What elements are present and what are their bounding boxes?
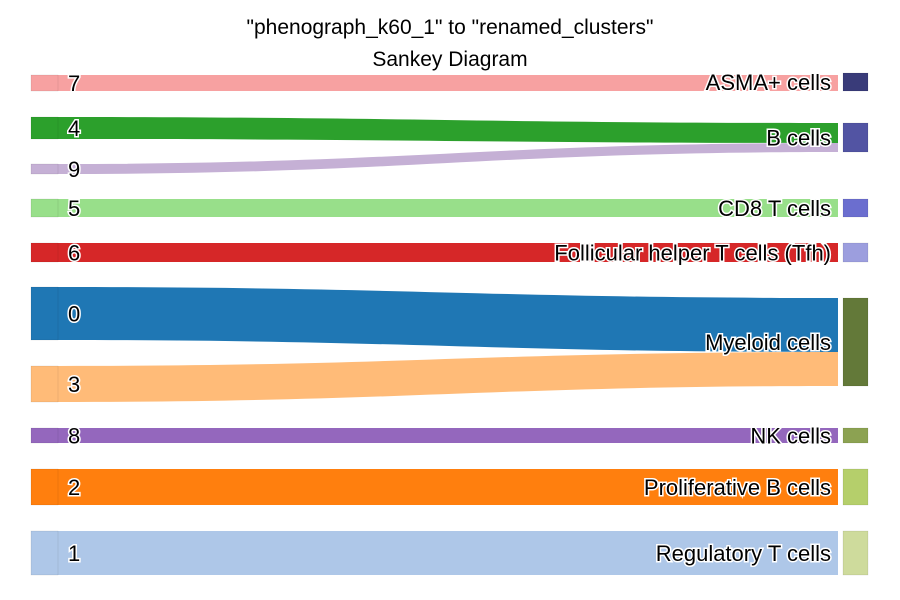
source-label-8: 8 <box>68 424 80 449</box>
flow-7-to-asma-cells <box>58 75 838 91</box>
source-node-1 <box>30 530 59 576</box>
source-node-3 <box>30 365 59 403</box>
source-label-6: 6 <box>68 241 80 266</box>
flow-4-to-b-cells <box>58 117 838 143</box>
target-node-regulatory-t-cells <box>842 530 869 576</box>
source-node-2 <box>30 468 59 506</box>
flow-9-to-b-cells <box>58 143 838 174</box>
target-node-nk-cells <box>842 427 869 444</box>
target-label-b-cells: B cells <box>766 126 831 151</box>
target-label-asma-cells: ASMA+ cells <box>706 70 831 95</box>
target-node-proliferative-b-cells <box>842 468 869 506</box>
flow-2-to-proliferative-b-cells <box>58 469 838 505</box>
source-node-7 <box>30 74 59 92</box>
source-label-5: 5 <box>68 196 80 221</box>
flow-1-to-regulatory-t-cells <box>58 531 838 575</box>
source-label-2: 2 <box>68 475 80 500</box>
target-label-proliferative-b-cells: Proliferative B cells <box>644 475 831 500</box>
target-node-myeloid-cells <box>842 297 869 387</box>
flows-layer <box>58 75 838 575</box>
chart-subtitle: Sankey Diagram <box>372 48 528 71</box>
target-node-b-cells <box>842 122 869 153</box>
target-node-cd8-t-cells <box>842 198 869 218</box>
flow-3-to-myeloid-cells <box>58 352 838 402</box>
source-label-9: 9 <box>68 157 80 182</box>
target-node-asma-cells <box>842 72 869 92</box>
flow-8-to-nk-cells <box>58 428 838 443</box>
flow-6-to-follicular-helper-t-cells-tfh <box>58 243 838 262</box>
source-label-4: 4 <box>68 116 80 141</box>
flow-0-to-myeloid-cells <box>58 287 838 352</box>
nodes-layer <box>30 72 869 576</box>
source-label-1: 1 <box>68 541 80 566</box>
target-label-cd8-t-cells: CD8 T cells <box>718 196 831 221</box>
target-node-follicular-helper-t-cells-tfh <box>842 242 869 263</box>
source-node-6 <box>30 242 59 263</box>
target-label-regulatory-t-cells: Regulatory T cells <box>656 541 831 566</box>
source-node-0 <box>30 286 59 341</box>
source-label-3: 3 <box>68 372 80 397</box>
chart-title: "phenograph_k60_1" to "renamed_clusters" <box>246 16 654 39</box>
source-label-0: 0 <box>68 302 80 327</box>
source-node-9 <box>30 163 59 175</box>
target-label-nk-cells: NK cells <box>750 424 831 449</box>
source-label-7: 7 <box>68 71 80 96</box>
source-node-8 <box>30 427 59 444</box>
source-node-5 <box>30 198 59 218</box>
target-label-follicular-helper-t-cells-tfh: Follicular helper T cells (Tfh) <box>554 241 831 266</box>
labels-layer: 7 4 9 5 6 0 3 8 2 1 ASMA+ cells B cells CD8 T cells F… <box>67 69 833 568</box>
flow-5-to-cd8-t-cells <box>58 199 838 217</box>
target-label-myeloid-cells: Myeloid cells <box>705 330 831 355</box>
source-node-4 <box>30 116 59 140</box>
